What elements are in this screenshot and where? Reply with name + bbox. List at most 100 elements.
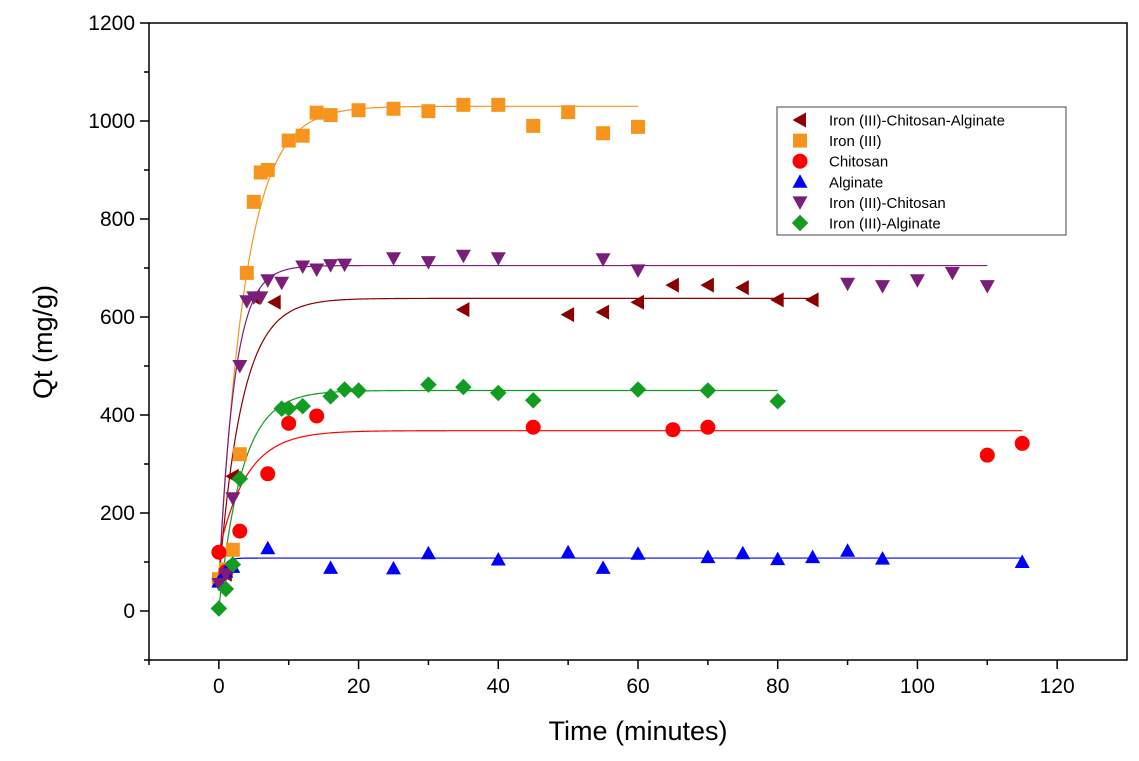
data-point — [350, 382, 367, 399]
data-point — [239, 265, 254, 280]
data-point — [386, 560, 401, 575]
data-point — [735, 545, 751, 560]
y-tick-label: 400 — [100, 404, 135, 427]
legend-marker — [792, 112, 806, 128]
data-point — [875, 280, 890, 294]
x-tick-label: 60 — [626, 675, 649, 698]
legend-marker — [793, 133, 807, 148]
data-point — [631, 119, 645, 134]
legend-marker — [792, 174, 808, 188]
data-point — [630, 546, 646, 560]
series-4 — [211, 540, 1030, 588]
data-point — [281, 133, 296, 148]
data-point — [1014, 554, 1030, 568]
data-point — [225, 492, 241, 506]
legend-label: Iron (III)-Chitosan — [829, 195, 946, 212]
data-point — [295, 128, 310, 143]
fit-curve-1 — [218, 297, 813, 582]
data-point — [491, 97, 506, 112]
data-point — [455, 249, 471, 264]
data-point — [665, 422, 681, 438]
data-point — [336, 381, 353, 398]
legend-label: Iron (III) — [829, 133, 882, 150]
data-point — [944, 266, 960, 281]
data-point — [211, 578, 227, 592]
x-axis-ticks: 0 20 40 60 80 100 120 — [148, 660, 1075, 698]
data-point — [805, 292, 819, 308]
x-tick-label: 40 — [487, 675, 510, 698]
legend: Iron (III)-Chitosan-Alginate Iron (III) Ch… — [776, 106, 1067, 236]
data-point — [875, 551, 890, 565]
data-point — [630, 264, 646, 278]
legend-marker — [792, 196, 808, 210]
data-point — [456, 97, 471, 112]
legend-label: Iron (III)-Chitosan-Alginate — [829, 113, 1005, 130]
x-axis-title: Time (minutes) — [548, 716, 727, 746]
y-axis-title: Qt (mg/g) — [28, 285, 58, 399]
data-point — [232, 447, 247, 462]
y-tick-label: 800 — [100, 208, 135, 231]
data-point — [455, 378, 472, 396]
y-tick-label: 200 — [100, 502, 135, 525]
data-point — [979, 280, 995, 294]
series-2 — [211, 97, 645, 587]
data-point — [260, 540, 276, 555]
data-point — [560, 544, 576, 559]
data-point — [735, 280, 749, 296]
data-point — [267, 294, 281, 310]
series-1 — [211, 277, 819, 590]
data-point — [260, 163, 275, 177]
data-point — [232, 523, 248, 539]
legend-label: Alginate — [829, 174, 883, 191]
data-point — [253, 291, 269, 305]
y-tick-label: 1200 — [88, 12, 135, 35]
data-point — [629, 381, 647, 398]
data-point — [595, 253, 611, 267]
data-point — [211, 544, 227, 560]
data-point — [309, 408, 325, 424]
data-point — [323, 259, 339, 273]
data-point — [323, 108, 338, 123]
x-tick-label: 120 — [1040, 675, 1075, 698]
data-point — [246, 194, 261, 209]
data-point — [840, 543, 856, 557]
data-point — [294, 397, 311, 415]
data-point — [770, 551, 786, 566]
data-point — [281, 415, 297, 431]
fit-curve-6 — [218, 389, 778, 609]
data-point — [225, 542, 240, 557]
data-point — [525, 392, 542, 409]
data-point — [840, 277, 856, 292]
y-tick-label: 1000 — [88, 110, 135, 133]
data-point — [805, 549, 821, 564]
data-point — [700, 277, 714, 293]
x-tick-label: 100 — [900, 675, 935, 698]
data-point — [386, 101, 401, 116]
data-point — [700, 419, 716, 435]
x-tick-label: 0 — [213, 675, 225, 698]
data-point — [386, 252, 401, 266]
data-point — [218, 568, 234, 582]
data-point — [630, 294, 644, 310]
data-point — [420, 545, 436, 560]
legend-marker — [791, 214, 809, 232]
data-point — [295, 260, 311, 274]
data-point — [699, 382, 717, 399]
data-point — [526, 118, 541, 133]
data-markers — [210, 97, 1030, 617]
y-axis-ticks: 0 200 400 600 800 1000 1200 — [88, 12, 149, 661]
data-point — [909, 274, 925, 288]
data-point — [231, 470, 249, 487]
data-point — [421, 104, 436, 119]
data-point — [280, 400, 297, 417]
data-point — [309, 105, 324, 120]
fit-curve-2 — [218, 105, 638, 580]
data-point — [260, 466, 276, 482]
data-point — [322, 388, 339, 405]
data-point — [770, 292, 784, 308]
legend-box — [776, 106, 1067, 236]
data-point — [979, 447, 995, 463]
series-3 — [211, 408, 1030, 580]
data-point — [351, 103, 366, 118]
data-point — [560, 307, 575, 323]
